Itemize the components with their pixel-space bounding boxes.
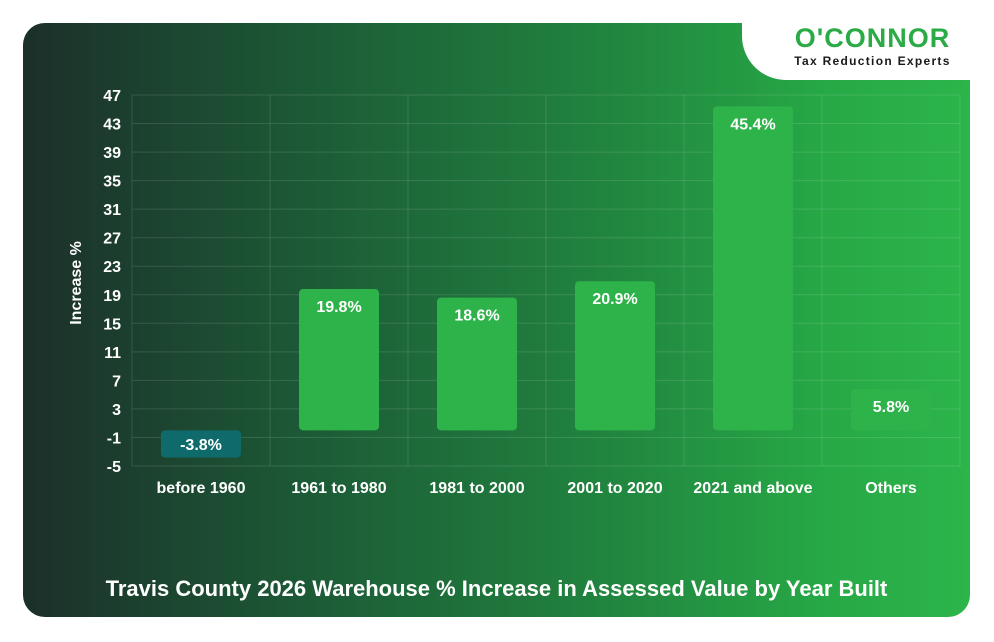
bar — [713, 106, 793, 431]
bar — [575, 281, 655, 431]
bar — [851, 388, 931, 431]
bar-value-label: 19.8% — [316, 299, 361, 316]
brand-tagline: Tax Reduction Experts — [794, 54, 951, 68]
bar — [161, 430, 241, 458]
y-tick-label: 47 — [103, 88, 121, 105]
y-tick-label: 27 — [103, 231, 121, 248]
bar-value-label: 20.9% — [592, 291, 637, 308]
brand-name: O'CONNOR — [794, 23, 951, 53]
chart-title: Travis County 2026 Warehouse % Increase … — [105, 576, 888, 601]
x-tick-label: Others — [865, 480, 917, 497]
y-tick-label: 11 — [104, 345, 121, 362]
x-tick-label: 2021 and above — [693, 480, 812, 497]
bar-value-label: 18.6% — [454, 308, 499, 325]
x-tick-label: 1961 to 1980 — [291, 480, 386, 497]
bar-value-label: -3.8% — [180, 437, 222, 454]
bar-value-label: 5.8% — [873, 399, 909, 416]
y-tick-label: 43 — [103, 117, 121, 134]
brand-logo: O'CONNOR Tax Reduction Experts — [770, 24, 975, 68]
x-tick-label: before 1960 — [157, 480, 246, 497]
y-tick-label: 7 — [112, 373, 121, 390]
y-tick-label: -5 — [107, 459, 121, 476]
y-tick-label: 23 — [103, 259, 121, 276]
bar-value-label: 45.4% — [730, 116, 775, 133]
y-tick-label: 3 — [112, 402, 121, 419]
x-tick-label: 1981 to 2000 — [429, 480, 524, 497]
x-tick-label: 2001 to 2020 — [567, 480, 662, 497]
logo-tab — [742, 0, 974, 80]
y-tick-label: 35 — [103, 174, 121, 191]
y-tick-label: 15 — [103, 316, 121, 333]
y-tick-label: -1 — [107, 430, 121, 447]
y-tick-label: 31 — [103, 202, 121, 219]
bar — [437, 297, 517, 431]
bar — [299, 289, 379, 431]
y-axis-label: Increase % — [68, 241, 85, 325]
y-tick-label: 39 — [103, 145, 121, 162]
y-tick-label: 19 — [103, 288, 121, 305]
